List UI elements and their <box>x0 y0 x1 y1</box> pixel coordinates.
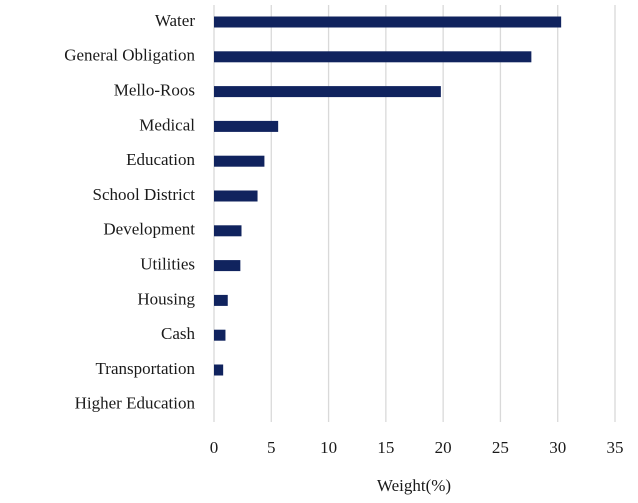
bar <box>214 51 532 63</box>
x-tick-label: 15 <box>377 438 394 457</box>
bar <box>214 190 258 202</box>
y-tick-label: Mello-Roos <box>114 81 195 100</box>
x-tick-label: 10 <box>320 438 337 457</box>
y-tick-label: Cash <box>161 324 196 343</box>
y-tick-label: Development <box>103 220 195 239</box>
y-tick-label: Water <box>155 11 195 30</box>
y-tick-label: Education <box>126 150 195 169</box>
y-tick-label: Housing <box>137 289 195 308</box>
bar <box>214 86 441 98</box>
y-tick-label: Medical <box>139 115 195 134</box>
bar <box>214 155 265 167</box>
x-tick-label: 30 <box>549 438 566 457</box>
x-tick-label: 5 <box>267 438 276 457</box>
x-tick-label: 20 <box>435 438 452 457</box>
y-tick-label: School District <box>93 185 196 204</box>
y-tick-label: General Obligation <box>64 46 195 65</box>
x-tick-label: 25 <box>492 438 509 457</box>
bar <box>214 364 224 376</box>
x-axis-label: Weight(%) <box>377 476 451 495</box>
bar <box>214 260 241 272</box>
y-tick-label: Utilities <box>140 255 195 274</box>
bar <box>214 329 226 341</box>
bar <box>214 225 242 237</box>
bar <box>214 16 562 28</box>
x-tick-label: 35 <box>607 438 624 457</box>
bar <box>214 120 279 132</box>
y-tick-label: Transportation <box>96 359 196 378</box>
bar <box>214 294 228 306</box>
x-tick-label: 0 <box>210 438 219 457</box>
y-tick-label: Higher Education <box>75 394 196 413</box>
